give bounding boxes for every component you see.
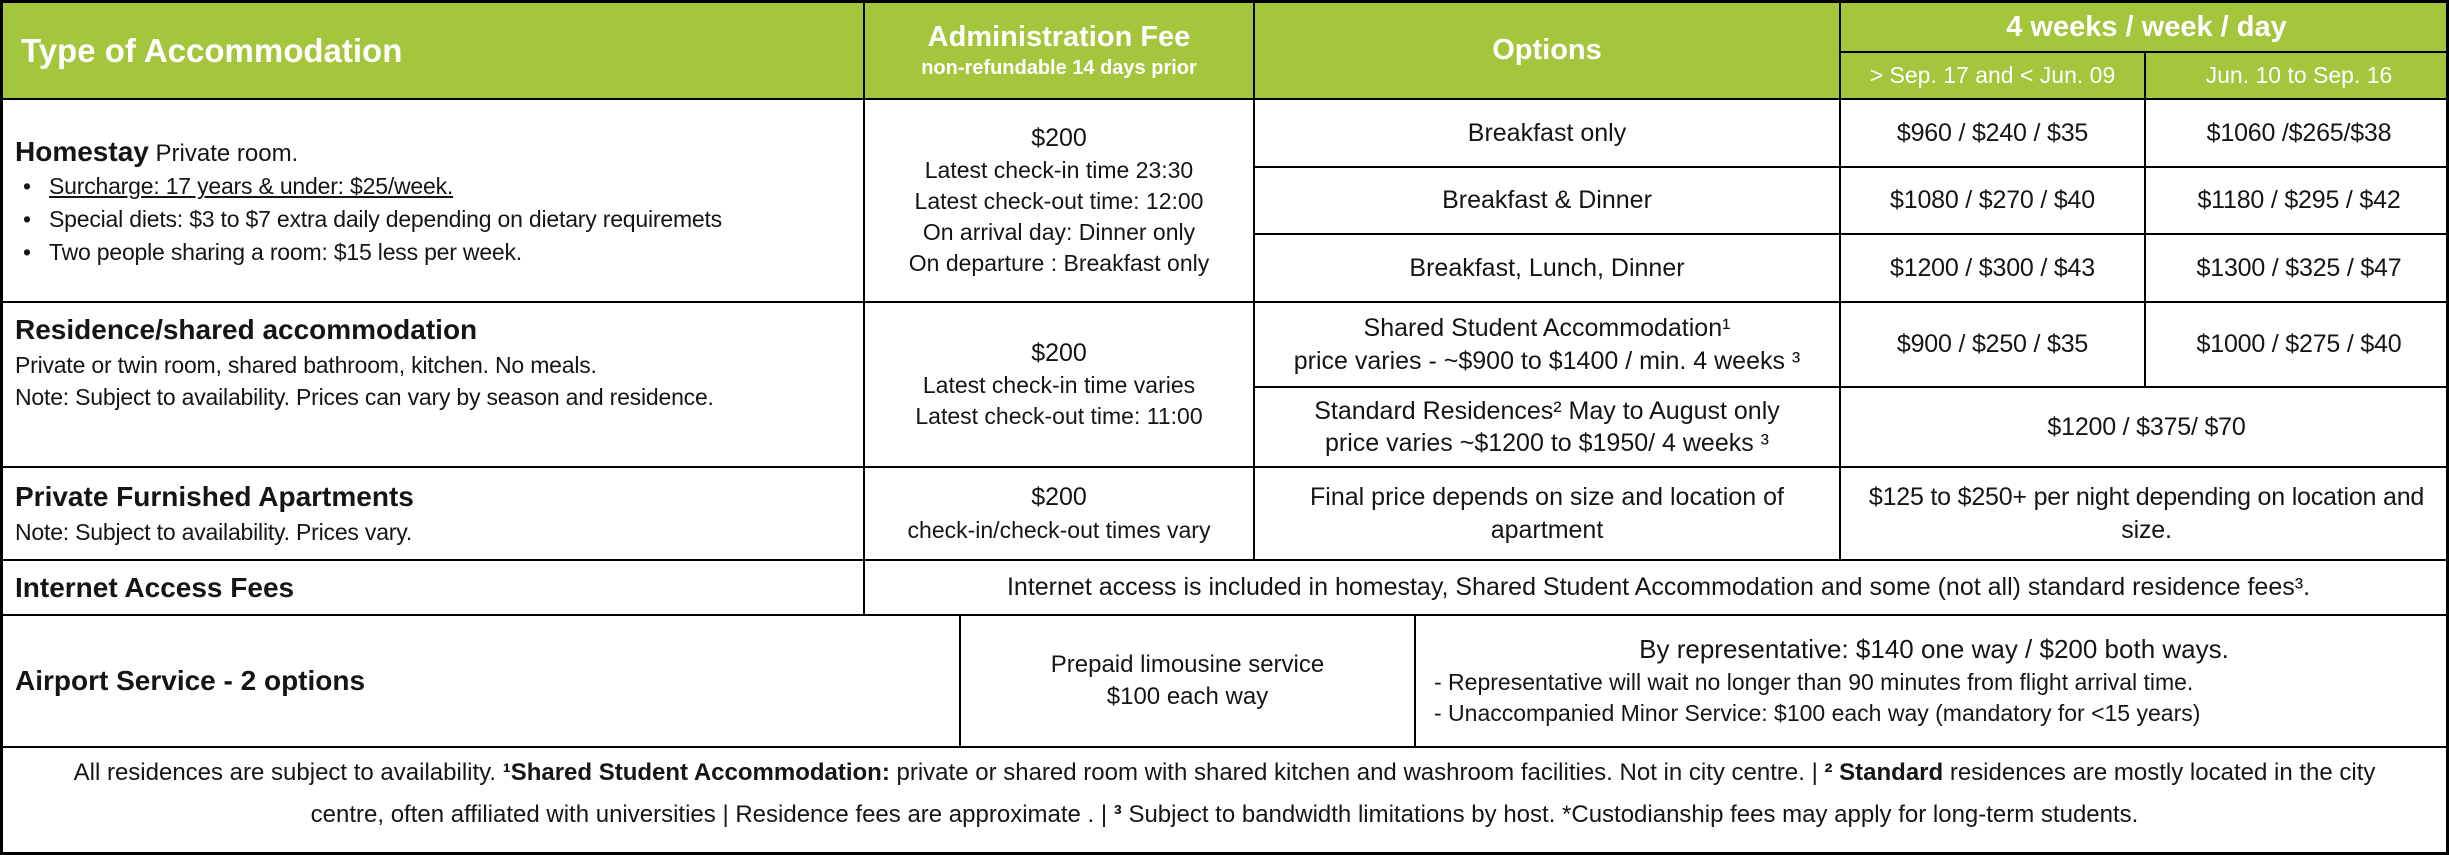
admin-fee-header-subtitle: non-refundable 14 days prior <box>921 56 1197 79</box>
homestay-title: Homestay <box>15 135 149 167</box>
residence-type-cell: Residence/shared accommodation Private o… <box>3 303 865 468</box>
internet-type-cell: Internet Access Fees <box>3 561 865 616</box>
homestay-options-grid: Breakfast only $960 / $240 / $35 $1060 /… <box>1255 100 2446 303</box>
airport-representative-note2: - Unaccompanied Minor Service: $100 each… <box>1434 699 2201 726</box>
apartments-desc: Note: Subject to availability. Prices va… <box>15 519 413 546</box>
airport-limousine-line1: Prepaid limousine service <box>1050 650 1325 678</box>
apartments-admin-fee-cell: $200 check-in/check-out times vary <box>865 468 1255 561</box>
option-label: Breakfast only <box>1255 100 1841 168</box>
internet-title: Internet Access Fees <box>15 571 295 603</box>
option-label: Breakfast, Lunch, Dinner <box>1255 235 1841 303</box>
footnote-text: All residences are subject to availabili… <box>73 759 2376 828</box>
apartments-fee-times: check-in/check-out times vary <box>907 516 1211 543</box>
homestay-title-line: Homestay Private room. <box>15 133 298 171</box>
airport-title: Airport Service - 2 options <box>15 665 366 697</box>
option-label: Breakfast & Dinner <box>1255 168 1841 235</box>
residence-desc-1: Private or twin room, shared bathroom, k… <box>15 351 597 378</box>
col-header-options: Options <box>1255 3 1841 100</box>
homestay-bullet-diets: Special diets: $3 to $7 extra daily depe… <box>15 203 722 236</box>
options-header-label: Options <box>1492 33 1602 66</box>
season-high-header: Jun. 10 to Sep. 16 <box>2205 62 2393 88</box>
option-label: Standard Residences² May to August only … <box>1255 388 1841 468</box>
airport-limousine-cell: Prepaid limousine service $100 each way <box>961 616 1416 748</box>
airport-row: Airport Service - 2 options Prepaid limo… <box>3 616 2446 748</box>
homestay-option-row-breakfast-only: Breakfast only $960 / $240 / $35 $1060 /… <box>1255 100 2446 168</box>
residence-fee-checkout: Latest check-out time: 11:00 <box>915 403 1203 430</box>
apartments-type-cell: Private Furnished Apartments Note: Subje… <box>3 468 865 561</box>
internet-row: Internet Access Fees Internet access is … <box>3 561 2446 616</box>
homestay-fee-amount: $200 <box>1031 123 1087 152</box>
header-row: Type of Accommodation Administration Fee… <box>3 3 2446 100</box>
footnote-row: All residences are subject to availabili… <box>3 748 2446 852</box>
apartments-row: Private Furnished Apartments Note: Subje… <box>3 468 2446 561</box>
price-high-season: $1300 / $325 / $47 <box>2146 235 2446 303</box>
residence-fee-amount: $200 <box>1031 338 1087 367</box>
homestay-bullet-sharing: Two people sharing a room: $15 less per … <box>15 236 522 269</box>
price-low-season: $960 / $240 / $35 <box>1841 100 2146 168</box>
airport-representative-note1: - Representative will wait no longer tha… <box>1434 668 2194 695</box>
residence-options-grid: Shared Student Accommodation¹ price vari… <box>1255 303 2446 468</box>
airport-representative-cell: By representative: $140 one way / $200 b… <box>1416 616 2446 748</box>
homestay-type-cell: Homestay Private room. Surcharge: 17 yea… <box>3 100 865 303</box>
price-high-season: $1000 / $275 / $40 <box>2146 303 2446 388</box>
type-header-label: Type of Accommodation <box>21 31 403 69</box>
residence-option-row-shared-student: Shared Student Accommodation¹ price vari… <box>1255 303 2446 388</box>
apartments-fee-amount: $200 <box>1031 483 1087 512</box>
price-high-season: $1180 / $295 / $42 <box>2146 168 2446 235</box>
homestay-fee-checkin: Latest check-in time 23:30 <box>924 157 1194 184</box>
homestay-fee-arrival: On arrival day: Dinner only <box>922 219 1196 246</box>
homestay-fee-departure: On departure : Breakfast only <box>908 250 1210 277</box>
price-low-season: $1080 / $270 / $40 <box>1841 168 2146 235</box>
price-low-season: $900 / $250 / $35 <box>1841 303 2146 388</box>
col-header-admin-fee: Administration Fee non-refundable 14 day… <box>865 3 1255 100</box>
price-both-seasons: $1200 / $375/ $70 <box>1841 388 2446 468</box>
homestay-row: Homestay Private room. Surcharge: 17 yea… <box>3 100 2446 303</box>
apartments-price-cell: $125 to $250+ per night depending on loc… <box>1841 468 2446 561</box>
residence-title: Residence/shared accommodation <box>15 314 478 345</box>
homestay-title-suffix: Private room. <box>148 139 299 167</box>
homestay-option-row-breakfast-lunch-dinner: Breakfast, Lunch, Dinner $1200 / $300 / … <box>1255 235 2446 303</box>
internet-info-cell: Internet access is included in homestay,… <box>865 561 2446 616</box>
homestay-fee-checkout: Latest check-out time: 12:00 <box>914 188 1204 215</box>
footnote-cell: All residences are subject to availabili… <box>3 748 2446 852</box>
pricing-header-title: 4 weeks / week / day <box>1841 3 2446 53</box>
homestay-admin-fee-cell: $200 Latest check-in time 23:30 Latest c… <box>865 100 1255 303</box>
admin-fee-header-label: Administration Fee <box>927 21 1191 54</box>
residence-desc-2: Note: Subject to availability. Prices ca… <box>15 384 714 411</box>
season-low-header: > Sep. 17 and < Jun. 09 <box>1841 53 2146 98</box>
airport-type-cell: Airport Service - 2 options <box>3 616 961 748</box>
price-high-season: $1060 /$265/$38 <box>2146 100 2446 168</box>
airport-representative-heading: By representative: $140 one way / $200 b… <box>1639 634 2229 665</box>
airport-limousine-line2: $100 each way <box>1106 683 1269 710</box>
internet-info-text: Internet access is included in homestay,… <box>1006 573 2311 601</box>
residence-option-row-standard-residences: Standard Residences² May to August only … <box>1255 388 2446 468</box>
residence-row: Residence/shared accommodation Private o… <box>3 303 2446 468</box>
homestay-option-row-breakfast-dinner: Breakfast & Dinner $1080 / $270 / $40 $1… <box>1255 168 2446 235</box>
col-header-pricing: 4 weeks / week / day > Sep. 17 and < Jun… <box>1841 3 2446 100</box>
pricing-season-subheaders: > Sep. 17 and < Jun. 09 Jun. 10 to Sep. … <box>1841 53 2446 98</box>
apartments-option-cell: Final price depends on size and location… <box>1255 468 1841 561</box>
option-label: Shared Student Accommodation¹ price vari… <box>1255 303 1841 388</box>
apartments-title: Private Furnished Apartments <box>15 481 414 513</box>
residence-admin-fee-cell: $200 Latest check-in time varies Latest … <box>865 303 1255 468</box>
homestay-bullet-surcharge: Surcharge: 17 years & under: $25/week. <box>15 170 453 203</box>
price-low-season: $1200 / $300 / $43 <box>1841 235 2146 303</box>
col-header-type-of-accommodation: Type of Accommodation <box>3 3 865 100</box>
residence-fee-checkin: Latest check-in time varies <box>922 372 1196 399</box>
